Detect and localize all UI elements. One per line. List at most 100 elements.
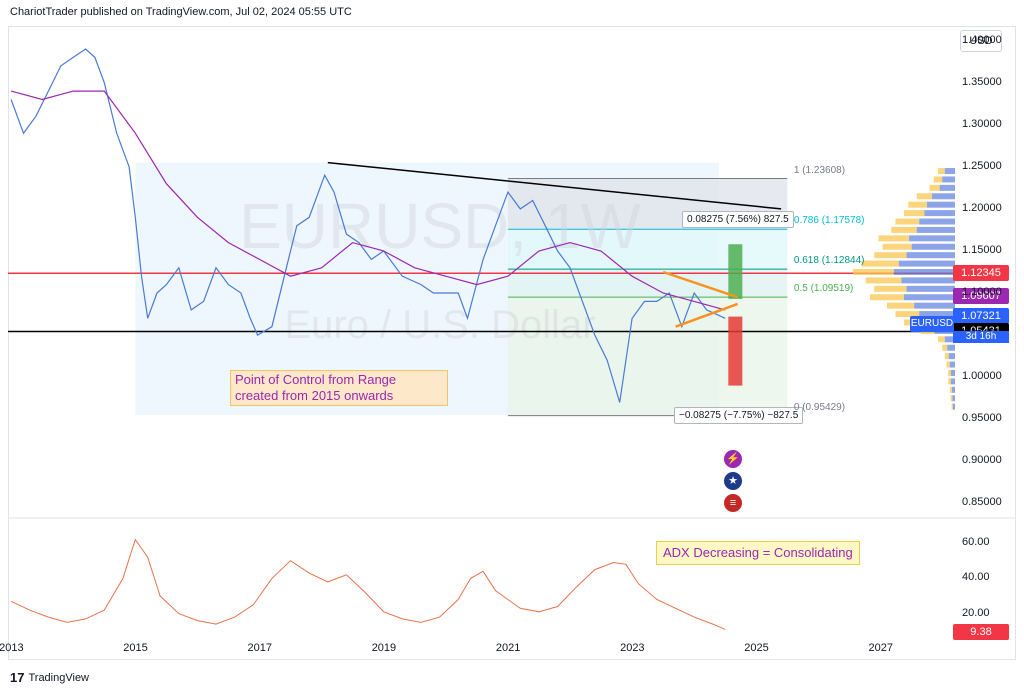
price-tag: 1.12345 bbox=[953, 265, 1009, 282]
lightning-event-icon[interactable]: ⚡ bbox=[724, 450, 742, 468]
volume-profile-bar bbox=[916, 226, 955, 233]
volume-profile-bar bbox=[924, 210, 955, 217]
volume-profile-bar bbox=[951, 403, 953, 410]
volume-profile-bar bbox=[929, 184, 940, 191]
watermark-name: Euro / U.S. Dollar bbox=[284, 303, 595, 347]
x-tick-label: 2019 bbox=[371, 642, 397, 654]
triangle-upper bbox=[662, 270, 739, 299]
moving-average-line bbox=[10, 90, 726, 311]
fib-level-label: 0.5 (1.09519) bbox=[793, 283, 854, 295]
volume-profile-bar bbox=[952, 395, 955, 402]
volume-profile-bar bbox=[949, 361, 955, 368]
tradingview-logo-icon: 17 bbox=[10, 670, 25, 685]
volume-profile-bar bbox=[944, 168, 955, 175]
volume-profile-bar bbox=[914, 302, 955, 309]
poc-note: Point of Control from Range created from… bbox=[230, 370, 448, 406]
y-tick-label: 1.10000 bbox=[962, 286, 1002, 299]
publisher-header: ChariotTrader published on TradingView.c… bbox=[10, 6, 352, 18]
x-tick-label: 2025 bbox=[744, 642, 769, 654]
volume-profile-bar bbox=[870, 294, 904, 301]
triangle-lower bbox=[675, 302, 739, 328]
x-tick-label: 2015 bbox=[123, 642, 148, 654]
adx-tick-label: 60.00 bbox=[962, 536, 990, 549]
x-tick-label: 2021 bbox=[495, 642, 521, 654]
volume-profile-bar bbox=[891, 226, 917, 233]
volume-profile-bar bbox=[949, 386, 952, 393]
adx-tick-label: 20.00 bbox=[962, 606, 990, 619]
volume-profile-bar bbox=[901, 277, 955, 284]
price-tag: 1.09607 bbox=[953, 288, 1009, 305]
y-tick-label: 0.90000 bbox=[962, 454, 1002, 467]
fib-level-label: 0.618 (1.12844) bbox=[793, 255, 865, 267]
chart-frame bbox=[8, 26, 1016, 660]
volume-profile-bar bbox=[874, 285, 907, 292]
volume-profile-bar bbox=[933, 176, 943, 183]
volume-profile-bar bbox=[952, 403, 955, 410]
volume-profile-bar bbox=[904, 210, 925, 217]
volume-profile-bar bbox=[904, 294, 955, 301]
volume-profile-bar bbox=[853, 269, 894, 275]
volume-profile-bar bbox=[944, 353, 949, 360]
volume-profile-bar bbox=[865, 277, 902, 284]
volume-profile-bar bbox=[932, 193, 955, 200]
volume-profile-bar bbox=[887, 302, 915, 309]
volume-profile-bar bbox=[919, 218, 955, 225]
volume-profile-bar bbox=[909, 235, 955, 242]
fib-level-label: 0.786 (1.17578) bbox=[793, 215, 865, 227]
measure-up-label: 0.08275 (7.56%) 827.5 bbox=[682, 211, 794, 228]
x-tick-label: 2013 bbox=[0, 642, 24, 654]
x-tick-label: 2023 bbox=[620, 642, 645, 654]
volume-profile-bar bbox=[882, 243, 912, 250]
volume-profile-bar bbox=[948, 353, 955, 360]
volume-profile-bar bbox=[948, 378, 951, 385]
volume-profile-bar bbox=[946, 361, 950, 368]
x-tick-label: 2017 bbox=[247, 642, 272, 654]
y-tick-label: 0.85000 bbox=[962, 496, 1002, 509]
volume-profile-bar bbox=[911, 243, 955, 250]
bar-countdown: 3d 16h bbox=[953, 331, 1009, 343]
volume-profile-bar bbox=[951, 386, 955, 393]
y-tick-label: 1.30000 bbox=[962, 117, 1002, 130]
adx-note: ADX Decreasing = Consolidating bbox=[656, 541, 860, 565]
fib-level-label: 1 (1.23608) bbox=[793, 164, 846, 176]
adx-tick-label: 40.00 bbox=[962, 571, 990, 584]
y-tick-label: 0.95000 bbox=[962, 412, 1002, 425]
footer: 17 TradingView bbox=[10, 670, 89, 685]
volume-profile-bar bbox=[948, 369, 951, 376]
watermark-symbol: EURUSD, 1W bbox=[239, 190, 641, 262]
volume-profile-bar bbox=[926, 201, 955, 208]
volume-profile-bar bbox=[950, 395, 953, 402]
trend-line bbox=[327, 161, 782, 210]
us-flag-icon[interactable]: ≡ bbox=[724, 494, 742, 512]
target-down-zone bbox=[728, 316, 743, 386]
volume-profile-bar bbox=[898, 260, 955, 267]
measure-down-label: −0.08275 (−7.75%) −827.5 bbox=[674, 407, 804, 424]
volume-profile-bar bbox=[861, 260, 899, 267]
volume-profile-bar bbox=[874, 252, 907, 259]
currency-selector[interactable]: USD bbox=[960, 30, 1002, 52]
volume-profile-bar bbox=[950, 378, 955, 385]
volume-profile-bar bbox=[942, 176, 955, 183]
price-line bbox=[10, 48, 726, 403]
price-tag: 1.07321 bbox=[953, 307, 1009, 324]
adx-value-tag: 9.38 bbox=[953, 624, 1009, 641]
y-tick-label: 1.15000 bbox=[962, 243, 1002, 256]
y-tick-label: 1.00000 bbox=[962, 370, 1002, 383]
fib-level-label: 0 (0.95429) bbox=[793, 401, 846, 413]
target-up-zone bbox=[728, 244, 743, 299]
eu-flag-icon[interactable]: ★ bbox=[724, 472, 742, 490]
footer-brand: TradingView bbox=[28, 671, 90, 684]
volume-profile-bar bbox=[938, 168, 945, 175]
volume-profile-bar bbox=[893, 269, 955, 275]
y-tick-label: 1.20000 bbox=[962, 201, 1002, 214]
adx-line bbox=[10, 538, 726, 630]
volume-profile-bar bbox=[939, 184, 955, 191]
y-tick-label: 1.25000 bbox=[962, 159, 1002, 172]
x-tick-label: 2027 bbox=[868, 642, 893, 654]
y-tick-label: 1.40000 bbox=[962, 33, 1002, 46]
symbol-tag: EURUSD bbox=[910, 316, 954, 332]
volume-profile-bar bbox=[878, 235, 910, 242]
volume-profile-bar bbox=[938, 336, 945, 343]
volume-profile-bar bbox=[906, 252, 955, 259]
